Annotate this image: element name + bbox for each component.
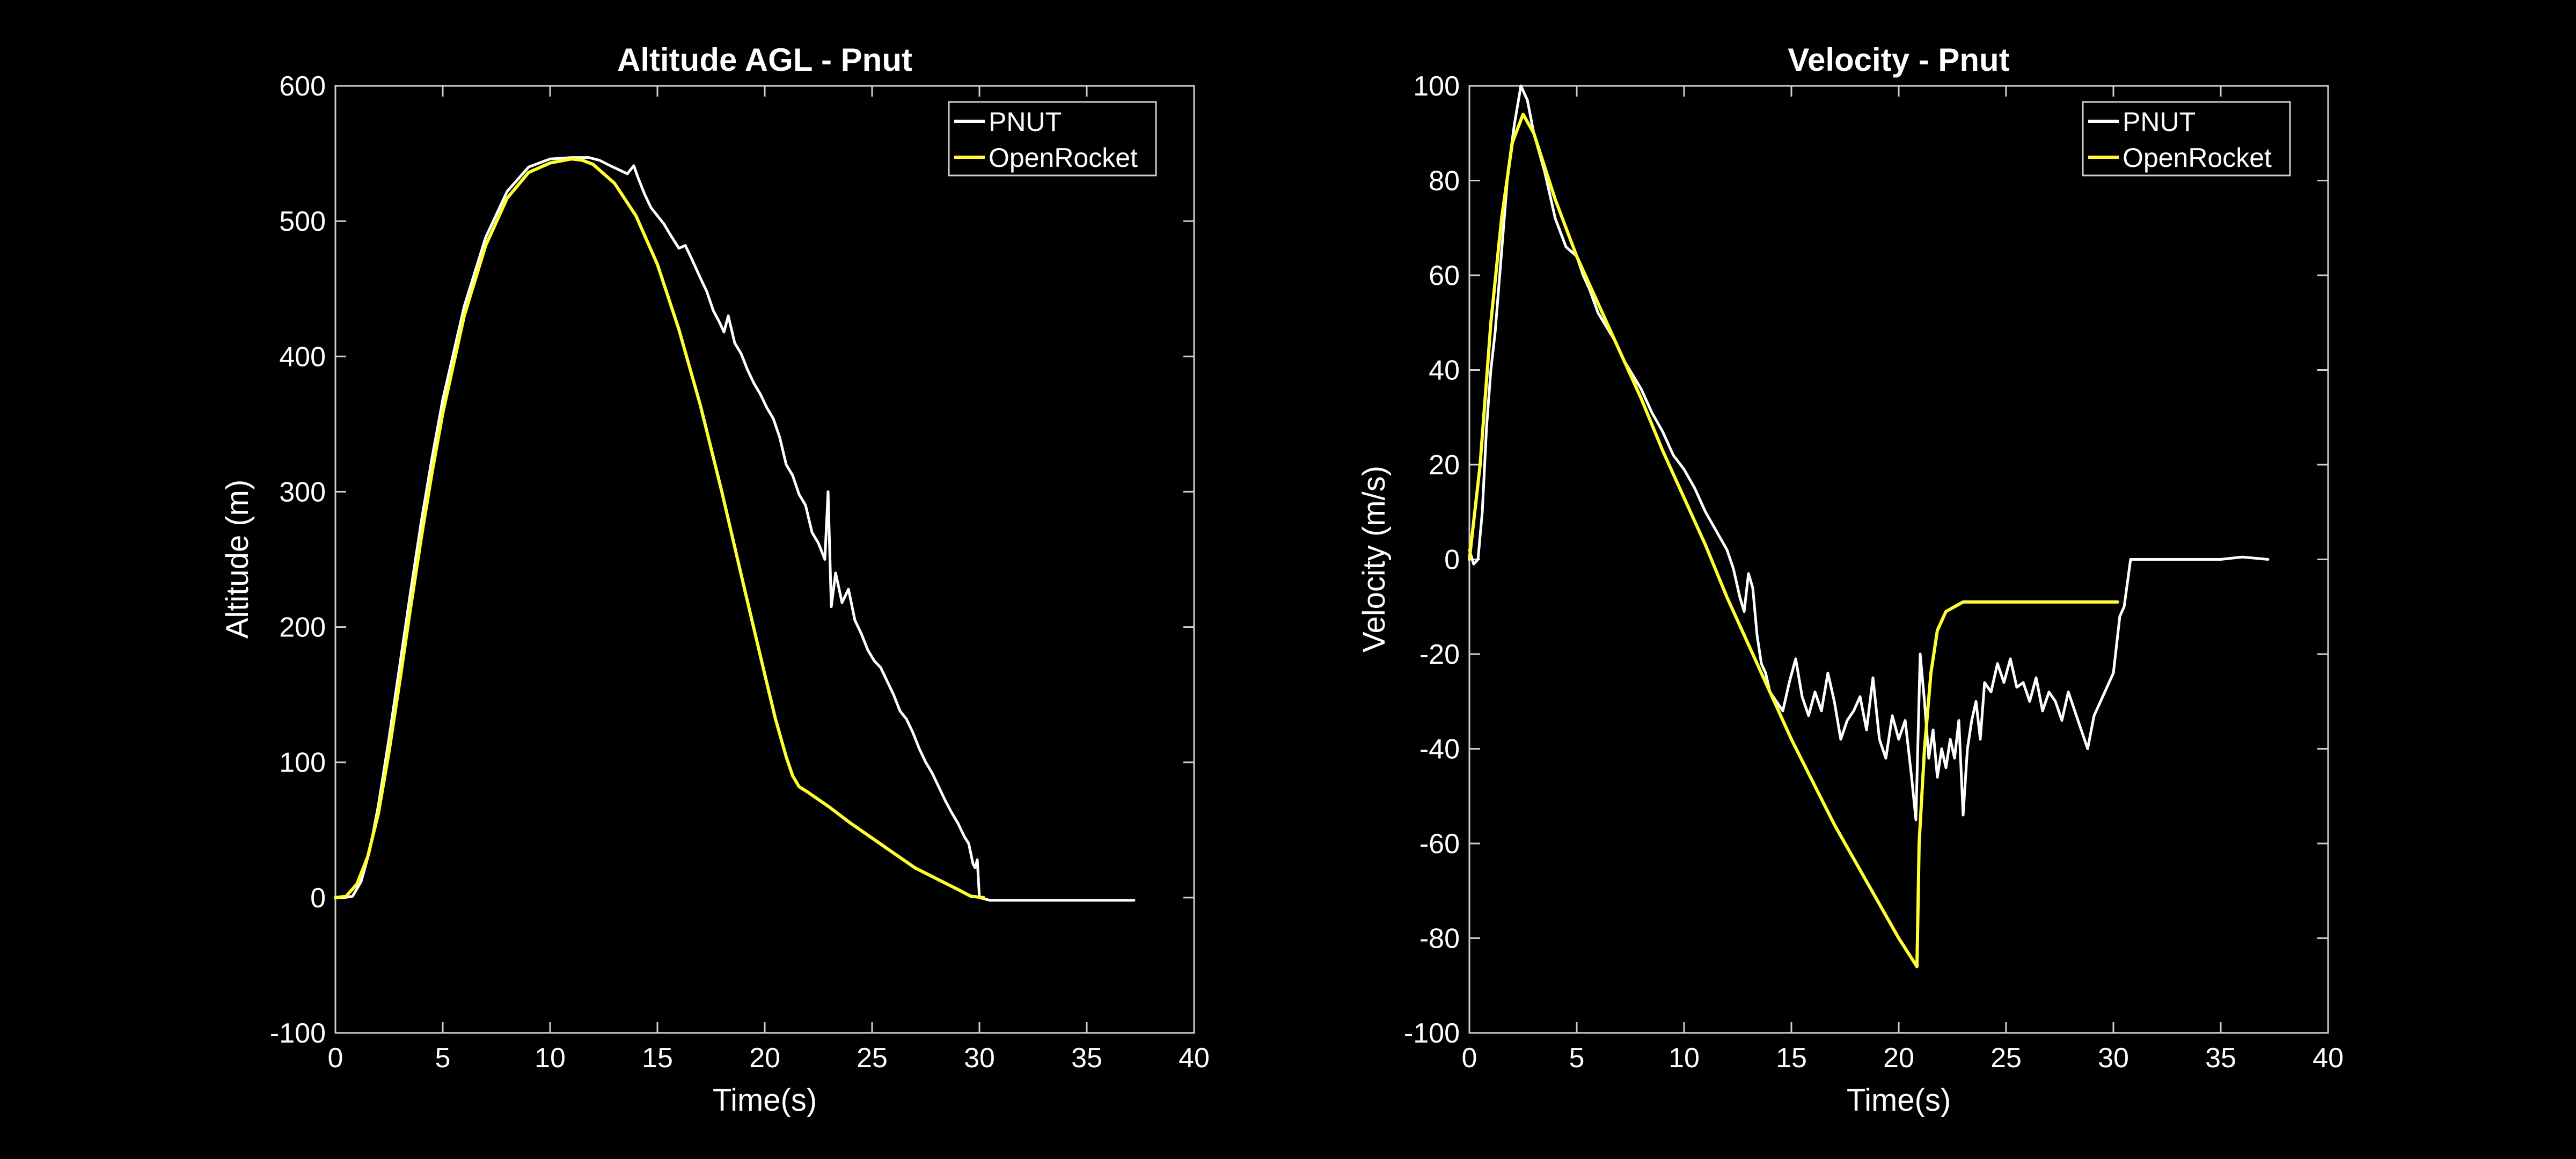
altitude-x-tick-label: 40 [1179,1043,1210,1074]
velocity-y-ticks: -100 -80 -60 -40 -20 0 20 40 60 80 100 [1404,71,2328,1049]
altitude-series [334,156,1136,902]
velocity-y-tick-label: -20 [1419,639,1460,670]
velocity-series-line-openrocket [1468,112,2119,969]
velocity-panel: Velocity - Pnut 0 5 10 15 20 25 30 35 40 -100 -80… [1357,42,2344,1118]
altitude-x-tick-label: 10 [535,1043,566,1074]
velocity-y-tick-label: 0 [1444,545,1460,576]
velocity-legend-box [2082,101,2291,177]
velocity-x-tick-label: 15 [1776,1043,1807,1074]
altitude-x-tick-label: 5 [435,1043,451,1074]
velocity-y-tick-label: -60 [1419,828,1460,860]
velocity-y-tick-label: 60 [1429,260,1460,291]
velocity-plot-area: 0 5 10 15 20 25 30 35 40 -100 -80 -60 -40 -20 0 20 40 60… [1404,71,2344,1074]
altitude-y-tick-label: -100 [270,1018,326,1049]
altitude-y-tick-label: 400 [279,341,326,372]
altitude-y-tick-label: 200 [279,612,326,643]
altitude-x-ticks: 0 5 10 15 20 25 30 35 40 [328,86,1210,1074]
velocity-x-tick-label: 30 [2098,1043,2129,1074]
altitude-x-tick-label: 25 [857,1043,888,1074]
altitude-y-ticks: -100 0 100 200 300 400 500 600 [270,71,1194,1049]
velocity-x-tick-label: 40 [2312,1043,2344,1074]
velocity-y-tick-label: -100 [1404,1018,1460,1049]
altitude-y-tick-label: 0 [310,883,326,914]
altitude-x-axis-label: Time(s) [713,1083,817,1118]
altitude-y-axis-label: Altitude (m) [220,480,255,639]
altitude-title: Altitude AGL - Pnut [617,42,912,78]
velocity-y-tick-label: -40 [1419,734,1460,765]
velocity-x-axis-label: Time(s) [1847,1083,1951,1118]
velocity-title: Velocity - Pnut [1788,42,2009,78]
velocity-x-tick-label: 20 [1883,1043,1914,1074]
altitude-x-tick-label: 0 [328,1043,343,1074]
velocity-x-tick-label: 25 [1990,1043,2022,1074]
velocity-series-line-pnut [1468,84,2270,821]
altitude-y-tick-label: 600 [279,71,326,102]
altitude-legend-label-openrocket: OpenRocket [989,143,1138,173]
altitude-x-tick-label: 30 [964,1043,995,1074]
altitude-y-tick-label: 300 [279,476,326,508]
velocity-legend: PNUT OpenRocket [2082,101,2291,177]
altitude-y-tick-label: 100 [279,747,326,779]
altitude-panel: Altitude AGL - Pnut 0 5 10 15 20 25 30 35 40 -10… [220,42,1210,1118]
velocity-legend-label-pnut: PNUT [2123,107,2196,137]
altitude-x-tick-label: 15 [642,1043,673,1074]
velocity-x-tick-label: 5 [1569,1043,1585,1074]
altitude-y-tick-label: 500 [279,206,326,237]
altitude-legend: PNUT OpenRocket [948,101,1157,177]
velocity-y-tick-label: 20 [1429,450,1460,481]
velocity-x-tick-label: 0 [1462,1043,1477,1074]
velocity-x-tick-label: 10 [1668,1043,1700,1074]
altitude-x-tick-label: 20 [749,1043,780,1074]
velocity-series [1468,84,2270,969]
altitude-series-line-openrocket [334,157,985,899]
velocity-x-tick-label: 35 [2205,1043,2236,1074]
velocity-y-tick-label: 80 [1429,166,1460,197]
altitude-x-tick-label: 35 [1071,1043,1102,1074]
altitude-series-line-pnut [334,156,1136,902]
velocity-y-tick-label: -80 [1419,923,1460,955]
velocity-y-tick-label: 40 [1429,355,1460,386]
altitude-legend-box [948,101,1157,177]
velocity-x-ticks: 0 5 10 15 20 25 30 35 40 [1462,86,2344,1074]
velocity-y-axis-label: Velocity (m/s) [1357,466,1392,652]
velocity-y-tick-label: 100 [1413,71,1460,102]
altitude-legend-label-pnut: PNUT [989,107,1062,137]
velocity-legend-label-openrocket: OpenRocket [2123,143,2272,173]
